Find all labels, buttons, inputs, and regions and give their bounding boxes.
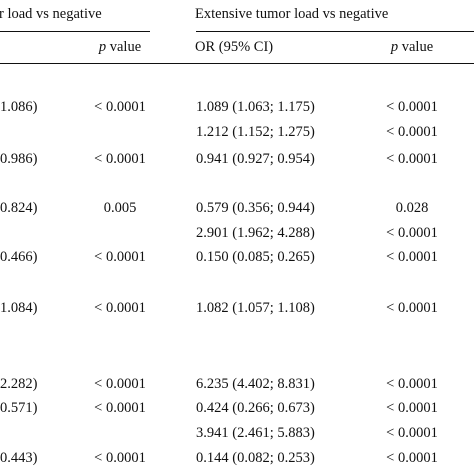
table-cell-p-right: < 0.0001 <box>386 300 438 316</box>
table-cell-p-right: < 0.0001 <box>386 225 438 241</box>
group-header-left: r load vs negative <box>0 6 102 22</box>
table-cell-p-right: < 0.0001 <box>386 425 438 441</box>
table-cell-ci-left: 0.443) <box>0 450 38 466</box>
table-cell-or-right: 0.150 (0.085; 0.265) <box>196 249 315 265</box>
table-cell-p-left: < 0.0001 <box>94 376 146 392</box>
table-cell-p-right: < 0.0001 <box>386 249 438 265</box>
p-symbol: p <box>98 39 107 55</box>
table-cell-ci-left: 0.824) <box>0 200 38 216</box>
table-cell-or-right: 6.235 (4.402; 8.831) <box>196 376 315 392</box>
table-cell-ci-left: 1.084) <box>0 300 38 316</box>
value-word: value <box>398 39 434 55</box>
table-cell-p-left: < 0.0001 <box>94 151 146 167</box>
table-cell-p-right: 0.028 <box>395 200 429 216</box>
table-cell-or-right: 0.579 (0.356; 0.944) <box>196 200 315 216</box>
p-symbol: p <box>390 39 399 55</box>
table-cell-p-right: < 0.0001 <box>386 124 438 140</box>
table-cell-ci-left: 2.282) <box>0 376 38 392</box>
table-cell-p-right: < 0.0001 <box>386 151 438 167</box>
value-word: value <box>106 39 142 55</box>
header-rule <box>0 63 474 64</box>
column-header-or: OR (95% CI) <box>195 39 274 55</box>
table-cell-or-right: 3.941 (2.461; 5.883) <box>196 425 315 441</box>
table-cell-p-right: < 0.0001 <box>386 400 438 416</box>
table-cell-p-right: < 0.0001 <box>386 450 438 466</box>
table-cell-p-left: < 0.0001 <box>94 400 146 416</box>
table-cell-ci-left: 1.086) <box>0 99 38 115</box>
column-header-p-right: p value <box>391 40 433 55</box>
table-cell-p-left: < 0.0001 <box>94 249 146 265</box>
table-cell-ci-left: 0.571) <box>0 400 38 416</box>
table-cell-p-left: < 0.0001 <box>94 450 146 466</box>
table-cell-or-right: 1.082 (1.057; 1.108) <box>196 300 315 316</box>
table-cell-or-right: 2.901 (1.962; 4.288) <box>196 225 315 241</box>
column-header-p-left: p value <box>99 40 141 55</box>
table-cell-p-right: < 0.0001 <box>386 99 438 115</box>
group-header-right: Extensive tumor load vs negative <box>195 6 389 22</box>
group-rule-right <box>196 31 474 32</box>
table-cell-p-left: < 0.0001 <box>94 99 146 115</box>
table-cell-p-right: < 0.0001 <box>386 376 438 392</box>
table-cell-or-right: 0.144 (0.082; 0.253) <box>196 450 315 466</box>
table-cell-or-right: 0.941 (0.927; 0.954) <box>196 151 315 167</box>
group-rule-left <box>0 31 150 32</box>
table-cell-p-left: 0.005 <box>103 200 137 216</box>
table-cell-or-right: 0.424 (0.266; 0.673) <box>196 400 315 416</box>
table-cell-or-right: 1.212 (1.152; 1.275) <box>196 124 315 140</box>
table-cell-ci-left: 0.986) <box>0 151 38 167</box>
table-cell-ci-left: 0.466) <box>0 249 38 265</box>
table-cell-or-right: 1.089 (1.063; 1.175) <box>196 99 315 115</box>
table-cell-p-left: < 0.0001 <box>94 300 146 316</box>
